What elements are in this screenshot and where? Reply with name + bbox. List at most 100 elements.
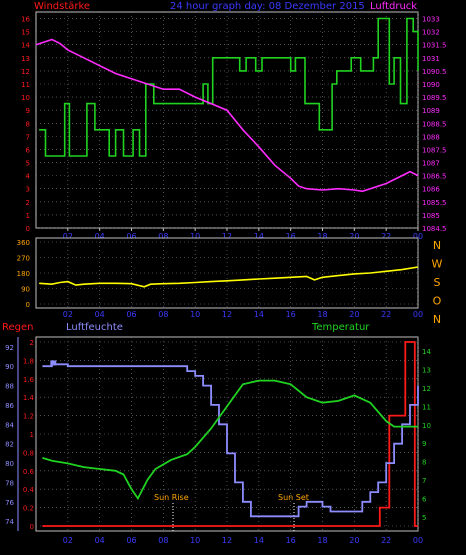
temperature-tick-label: 13 <box>422 367 431 375</box>
compass-letter: O <box>433 295 442 308</box>
pressure-tick-label: 1090.5 <box>422 68 447 76</box>
direction-tick-label: 0 <box>26 301 30 309</box>
wind-tick-label: 7 <box>26 133 30 141</box>
wind-strength-label: Windstärke <box>34 1 90 12</box>
wind-tick-label: 3 <box>26 186 30 194</box>
x-tick-label: 22 <box>381 536 391 545</box>
rain-tick-label: 1.2 <box>23 413 34 421</box>
direction-tick-label: 180 <box>17 270 30 278</box>
rain-tick-label: 1 <box>30 431 34 439</box>
x-axis-ticks-middle: 02 04 06 08 10 12 14 16 18 20 22 00 <box>63 310 423 319</box>
wind-direction-line <box>39 266 419 288</box>
compass-letter: N <box>433 239 441 252</box>
series-group-top <box>35 17 419 193</box>
pressure-tick-label: 1085.5 <box>422 199 447 207</box>
direction-axis-ticks: 0 90 180 270 360 <box>17 239 30 309</box>
x-tick-label: 20 <box>349 310 359 319</box>
temperature-axis-ticks: 5 6 7 8 9 10 11 12 13 14 <box>422 348 431 522</box>
air-pressure-label: Luftdruck <box>370 1 417 12</box>
humidity-tick-label: 90 <box>5 363 14 371</box>
x-tick-label: 06 <box>126 232 136 241</box>
humidity-tick-label: 82 <box>5 441 14 449</box>
humidity-tick-label: 88 <box>5 383 14 391</box>
x-tick-label: 06 <box>126 310 136 319</box>
compass-letter: N <box>433 313 441 326</box>
rain-tick-label: 1.6 <box>23 376 35 384</box>
wind-tick-label: 0 <box>26 225 30 233</box>
humidity-label: Luftfeuchte <box>66 322 123 333</box>
pressure-tick-label: 1087 <box>422 160 440 168</box>
pressure-tick-label: 1088 <box>422 133 440 141</box>
wind-tick-label: 14 <box>21 42 30 50</box>
rain-tick-label: 1.4 <box>23 394 35 402</box>
pressure-tick-label: 1033 <box>422 16 440 24</box>
grid-top <box>36 12 419 229</box>
wind-pressure-panel: Windstärke 24 hour graph day: 08 Dezembe… <box>21 1 446 241</box>
wind-tick-label: 16 <box>21 16 30 24</box>
pressure-tick-label: 1031 <box>422 55 440 63</box>
wind-tick-label: 10 <box>21 94 30 102</box>
rain-tick-label: 2 <box>30 339 34 347</box>
temperature-tick-label: 5 <box>422 514 426 522</box>
rain-tick-label: 0 <box>30 523 34 531</box>
wind-tick-label: 6 <box>26 146 31 154</box>
temperature-tick-label: 6 <box>422 495 427 503</box>
temperature-tick-label: 11 <box>422 403 431 411</box>
x-tick-label: 10 <box>190 232 200 241</box>
humidity-tick-label: 80 <box>5 460 14 468</box>
pressure-tick-label: 1084.5 <box>422 225 447 233</box>
pressure-tick-label: 1087.5 <box>422 146 447 154</box>
series-group-middle <box>39 266 419 288</box>
x-tick-label: 04 <box>95 232 105 241</box>
wind-tick-label: 4 <box>26 173 31 181</box>
x-tick-label: 22 <box>381 310 391 319</box>
wind-tick-label: 8 <box>26 120 30 128</box>
x-tick-label: 20 <box>349 232 359 241</box>
pressure-tick-label: 1086 <box>422 186 440 194</box>
wind-tick-label: 12 <box>21 68 30 76</box>
x-tick-label: 04 <box>95 536 105 545</box>
temperature-tick-label: 12 <box>422 385 431 393</box>
x-tick-label: 12 <box>222 232 232 241</box>
pressure-tick-label: 1086.5 <box>422 173 447 181</box>
pressure-tick-label: 1089.5 <box>422 94 447 102</box>
sunset-label: Sun Set <box>278 493 309 502</box>
x-tick-label: 12 <box>222 536 232 545</box>
pressure-tick-label: 1090 <box>422 81 440 89</box>
humidity-marker <box>50 360 57 366</box>
grid-bottom <box>36 337 419 531</box>
x-tick-label: 00 <box>413 310 423 319</box>
pressure-line <box>35 38 419 193</box>
x-tick-label: 22 <box>381 232 391 241</box>
x-tick-label: 14 <box>254 310 264 319</box>
humidity-tick-label: 74 <box>5 518 14 526</box>
rain-axis-ticks: 0 0.2 0.4 0.6 0.8 1 1.2 1.4 1.6 1.8 2 <box>23 339 35 531</box>
rain-label: Regen <box>2 322 34 333</box>
direction-tick-label: 90 <box>21 286 30 294</box>
x-tick-label: 02 <box>63 310 73 319</box>
humidity-tick-label: 78 <box>5 479 14 487</box>
temperature-tick-label: 7 <box>422 477 426 485</box>
x-axis-ticks-bottom: 02 04 06 08 10 12 14 16 18 20 22 00 <box>63 536 423 545</box>
compass-letter: S <box>434 276 441 289</box>
humidity-line <box>42 363 419 518</box>
humidity-tick-label: 86 <box>5 402 14 410</box>
x-tick-label: 08 <box>158 232 168 241</box>
rain-tick-label: 0.6 <box>23 468 35 476</box>
wind-tick-label: 1 <box>26 212 30 220</box>
humidity-tick-label: 76 <box>5 499 14 507</box>
x-tick-label: 16 <box>286 232 296 241</box>
x-tick-label: 10 <box>190 536 200 545</box>
x-tick-label: 18 <box>317 310 327 319</box>
x-tick-label: 20 <box>349 536 359 545</box>
x-tick-label: 10 <box>190 310 200 319</box>
plot-frame-middle <box>35 237 419 309</box>
x-tick-label: 02 <box>63 536 73 545</box>
temp-line <box>42 379 418 501</box>
x-tick-label: 04 <box>95 310 105 319</box>
x-tick-label: 06 <box>126 536 136 545</box>
wind-tick-label: 15 <box>21 29 30 37</box>
